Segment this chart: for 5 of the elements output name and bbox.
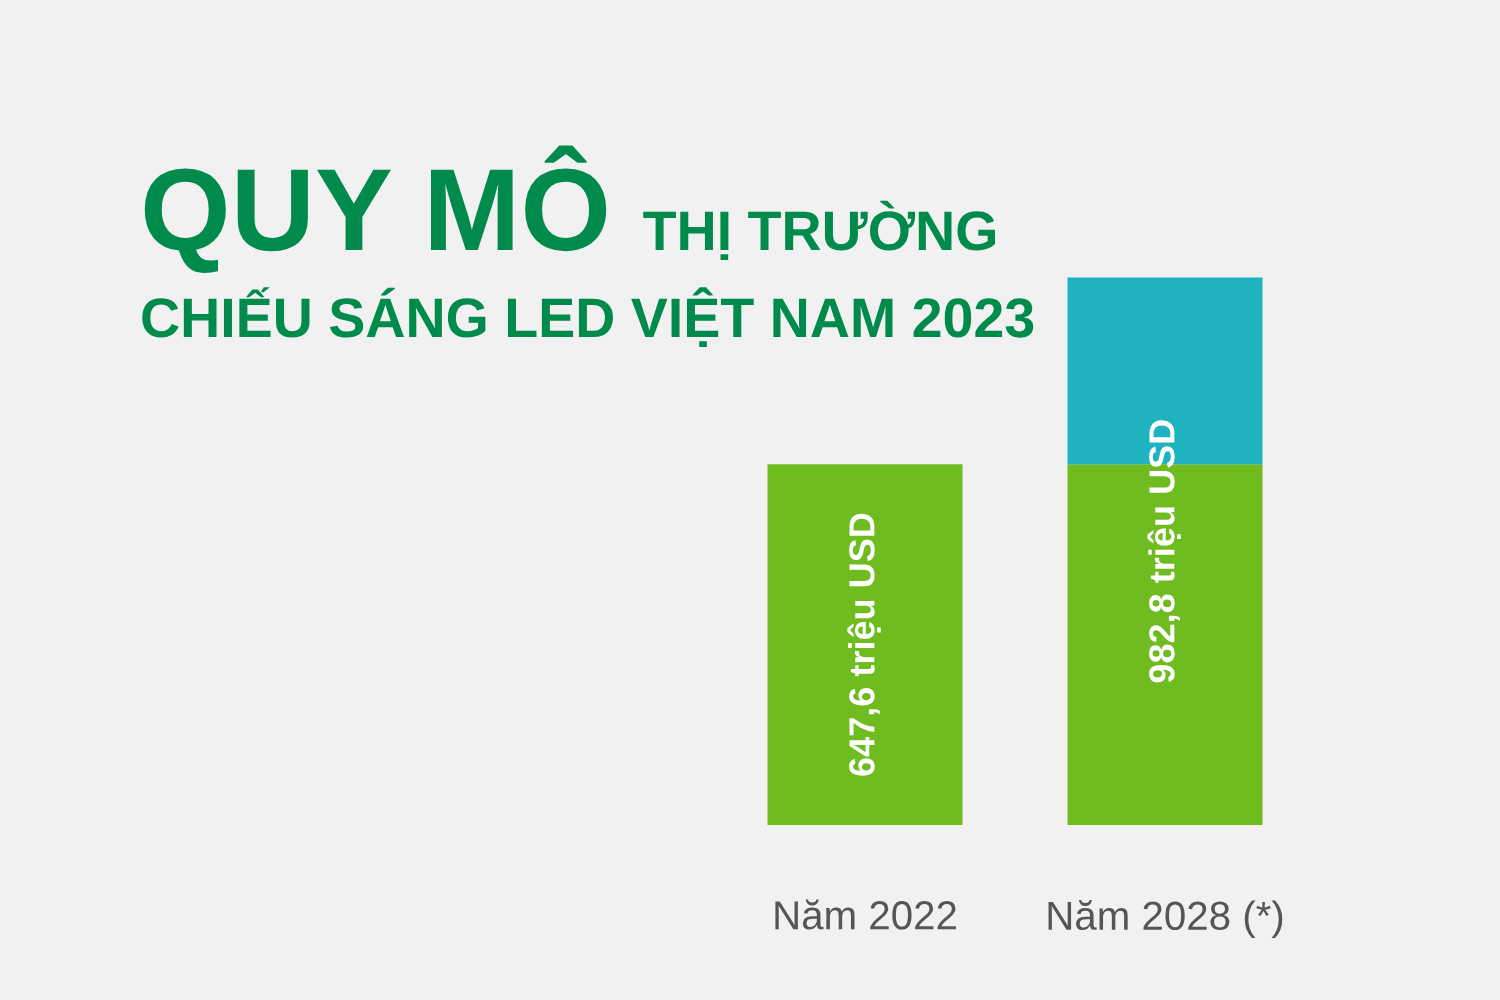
data-label: 647,6 triệu USD	[847, 513, 881, 776]
x-tick-label: Năm 2028 (*)	[1048, 899, 1283, 939]
chart-title: QUY MÔ	[144, 145, 607, 273]
total-label: 982,8 triệu USD	[1147, 420, 1181, 683]
x-tick-label: Năm 2022	[775, 899, 956, 930]
